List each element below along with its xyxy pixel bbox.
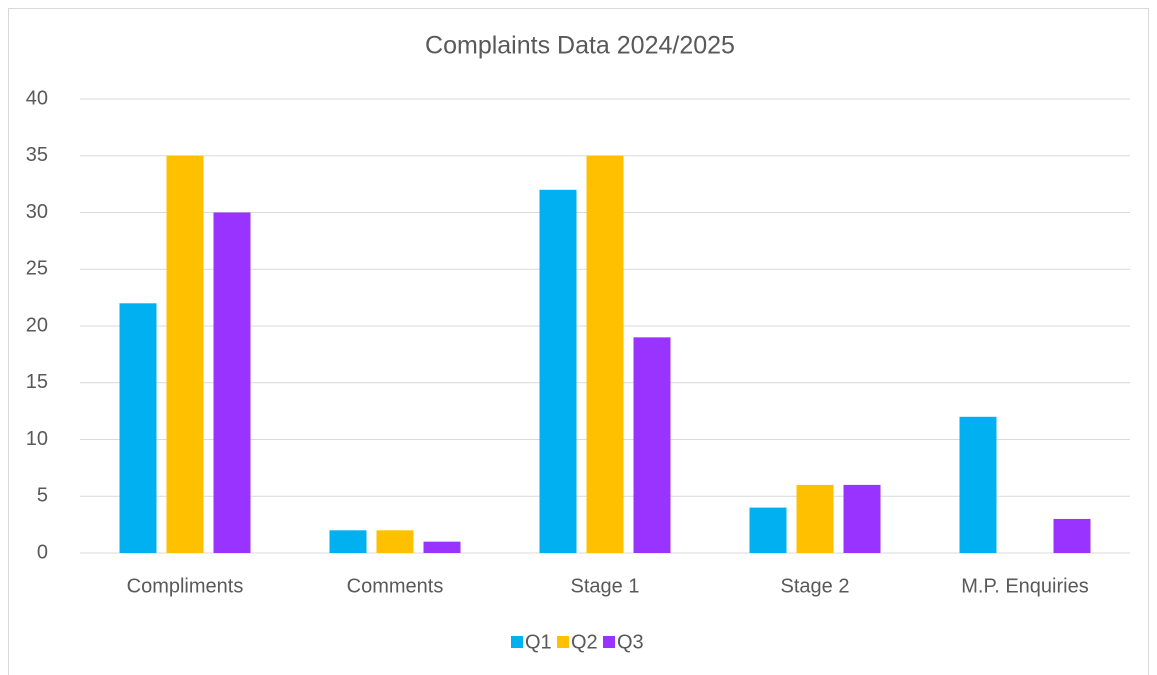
legend-swatch <box>557 636 569 648</box>
x-tick-label: Comments <box>347 575 444 597</box>
bar <box>959 416 997 553</box>
legend-swatch <box>603 636 615 648</box>
y-tick-label: 40 <box>26 87 48 109</box>
x-tick-label: Compliments <box>127 575 244 597</box>
bar <box>796 484 834 553</box>
bar <box>423 541 461 553</box>
bar <box>586 155 624 553</box>
bar <box>539 189 577 554</box>
bar <box>843 484 881 553</box>
legend-label: Q2 <box>571 631 598 653</box>
bar <box>213 212 251 553</box>
bar <box>749 507 787 553</box>
y-tick-label: 20 <box>26 314 48 336</box>
y-tick-label: 30 <box>26 201 48 223</box>
x-tick-label: M.P. Enquiries <box>961 575 1088 597</box>
bar <box>1053 518 1091 553</box>
bar <box>376 530 414 553</box>
y-tick-label: 5 <box>37 485 48 507</box>
legend-label: Q1 <box>525 631 552 653</box>
bar <box>119 303 157 553</box>
bar <box>633 337 671 553</box>
chart-title: Complaints Data 2024/2025 <box>425 32 735 60</box>
y-tick-label: 0 <box>37 541 48 563</box>
y-tick-label: 15 <box>26 371 48 393</box>
x-tick-label: Stage 1 <box>571 575 640 597</box>
x-tick-label: Stage 2 <box>781 575 850 597</box>
bar <box>329 530 367 553</box>
bar <box>166 155 204 553</box>
y-tick-label: 35 <box>26 144 48 166</box>
legend-swatch <box>511 636 523 648</box>
y-tick-label: 25 <box>26 258 48 280</box>
legend-label: Q3 <box>617 631 644 653</box>
y-tick-label: 10 <box>26 428 48 450</box>
